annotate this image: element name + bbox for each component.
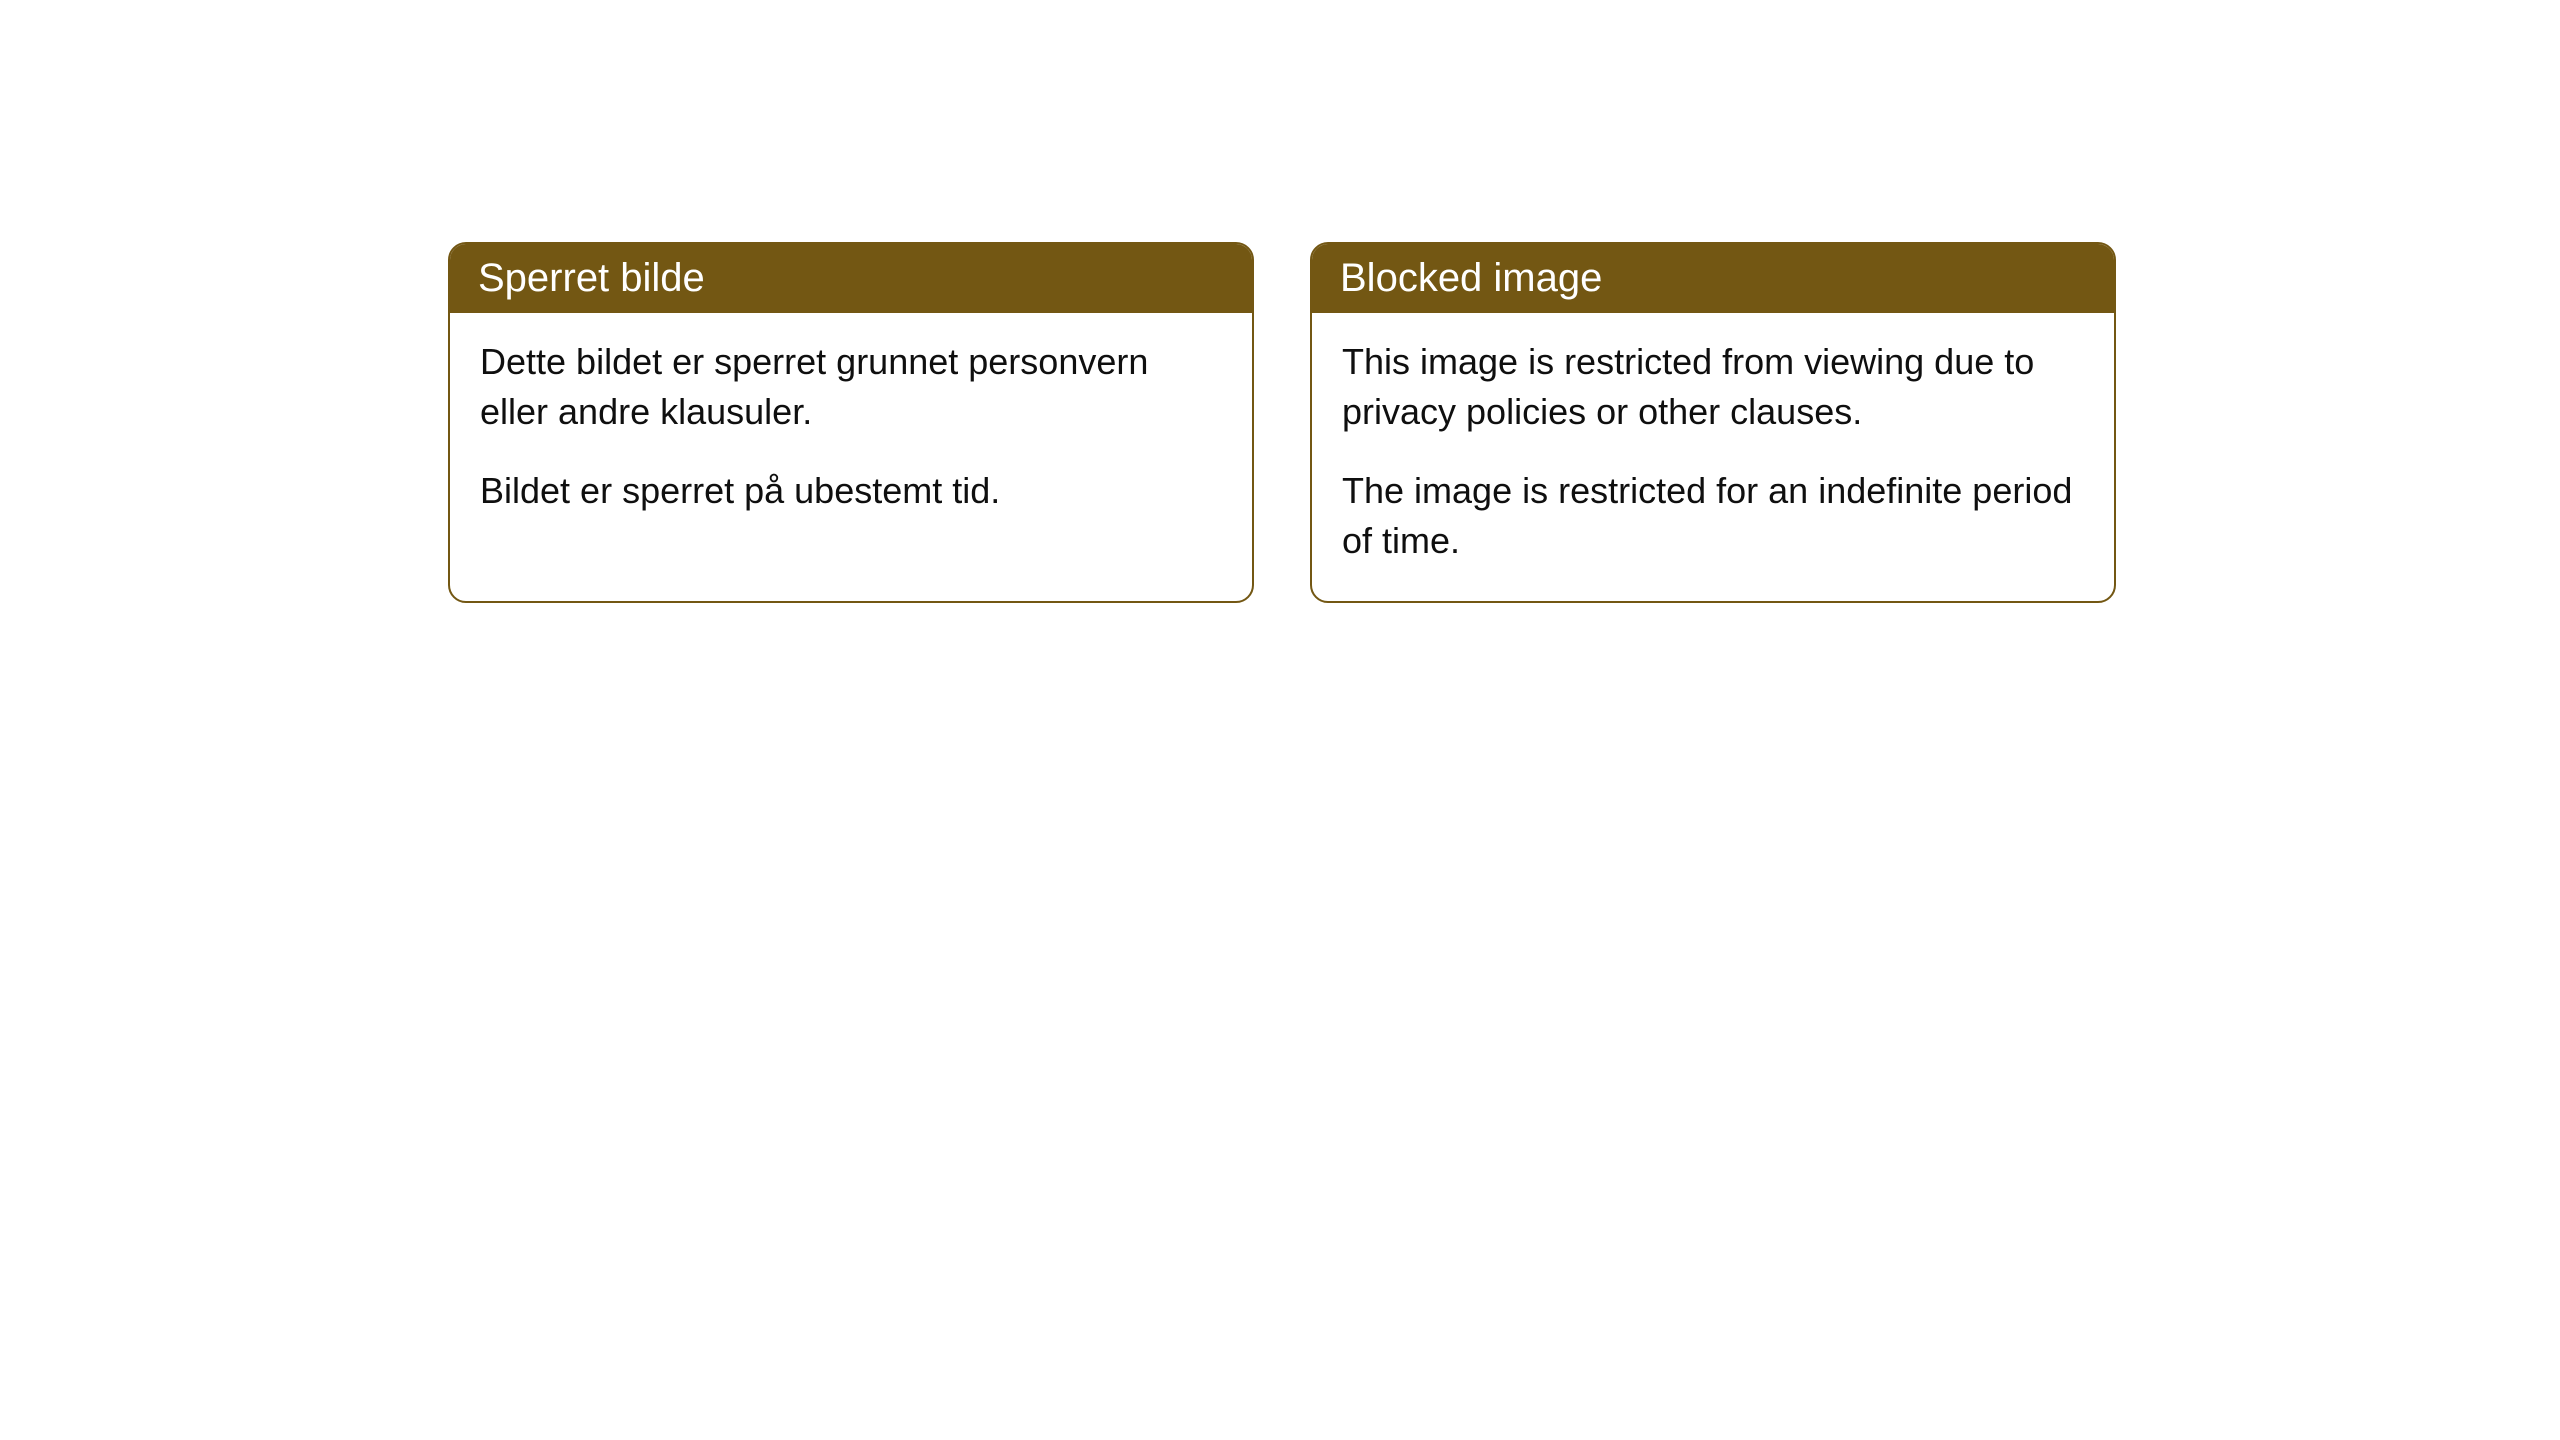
card-paragraph-2: Bildet er sperret på ubestemt tid. <box>480 466 1222 516</box>
notice-card-english: Blocked image This image is restricted f… <box>1310 242 2116 603</box>
card-title: Blocked image <box>1340 256 1602 300</box>
notice-card-norwegian: Sperret bilde Dette bildet er sperret gr… <box>448 242 1254 603</box>
card-header-english: Blocked image <box>1312 244 2114 313</box>
card-paragraph-1: This image is restricted from viewing du… <box>1342 337 2084 438</box>
card-body-norwegian: Dette bildet er sperret grunnet personve… <box>450 313 1252 550</box>
card-title: Sperret bilde <box>478 256 705 300</box>
card-paragraph-1: Dette bildet er sperret grunnet personve… <box>480 337 1222 438</box>
card-paragraph-2: The image is restricted for an indefinit… <box>1342 466 2084 567</box>
notice-cards-container: Sperret bilde Dette bildet er sperret gr… <box>448 242 2116 603</box>
card-header-norwegian: Sperret bilde <box>450 244 1252 313</box>
card-body-english: This image is restricted from viewing du… <box>1312 313 2114 601</box>
